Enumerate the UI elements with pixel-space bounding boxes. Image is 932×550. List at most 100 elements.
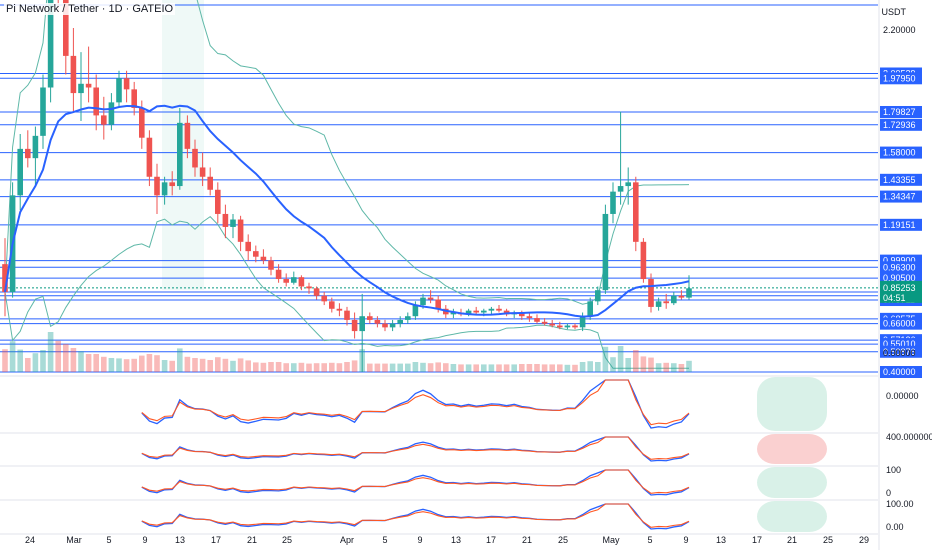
volume-bar	[222, 358, 229, 372]
candle-body	[389, 323, 396, 328]
candle-body	[283, 279, 289, 283]
indicator-line-fast	[141, 436, 690, 462]
volume-bar	[374, 363, 381, 372]
time-axis-label: 21	[247, 535, 257, 545]
candle-body	[648, 279, 654, 307]
level-label: 0.55010	[883, 339, 916, 349]
candle-body	[465, 310, 472, 315]
candle-body	[298, 277, 305, 287]
level-badge	[880, 317, 922, 330]
volume-bar	[230, 360, 236, 372]
band-highlight	[162, 0, 204, 290]
level-label: 1.43355	[883, 175, 916, 185]
time-axis-label: Apr	[340, 535, 354, 545]
volume-bar	[541, 364, 548, 372]
time-axis-label: 17	[486, 535, 496, 545]
level-badge	[880, 72, 922, 85]
level-badge	[880, 218, 922, 231]
lower-band	[4, 215, 689, 369]
candle-body	[260, 256, 267, 261]
level-label: 1.72936	[883, 120, 916, 130]
candle-body	[473, 310, 479, 313]
time-axis-label: 17	[211, 535, 221, 545]
volume-bar	[108, 358, 115, 372]
volume-bar	[169, 360, 175, 372]
price-axis-label: 0.00000	[883, 348, 916, 358]
volume-bar	[389, 363, 396, 372]
volume-bar	[283, 363, 289, 372]
chart-title: Pi Network / Tether · 1D · GATEIO	[4, 3, 176, 15]
volume-bar	[40, 350, 46, 372]
candle-body	[131, 89, 137, 108]
volume-bar	[564, 364, 571, 372]
candle-body	[154, 176, 160, 196]
volume-bar	[47, 332, 54, 372]
volume-bar	[382, 363, 388, 372]
volume-bar	[435, 362, 441, 372]
volume-bar	[260, 362, 267, 372]
candle-body	[427, 297, 434, 300]
time-axis-label: 29	[859, 535, 869, 545]
volume-bar	[511, 364, 517, 372]
candle-body	[367, 316, 373, 320]
indicator-line-slow	[141, 469, 690, 494]
candle-body	[321, 295, 327, 302]
candle-body	[275, 269, 282, 280]
candle-body	[397, 319, 403, 324]
time-axis-label: 5	[382, 535, 387, 545]
candle-body	[93, 87, 99, 116]
candle-body	[678, 295, 685, 298]
price-axis-label: 2.20000	[883, 25, 916, 35]
level-label: 0.50876	[883, 347, 916, 357]
volume-bar	[648, 357, 654, 372]
time-axis-label: May	[602, 535, 620, 545]
candle-body	[184, 122, 191, 149]
candle-body	[435, 299, 441, 309]
volume-bar	[655, 363, 662, 372]
candle-body	[139, 107, 145, 138]
level-badge	[880, 190, 922, 203]
volume-bar	[275, 362, 282, 372]
level-badge	[880, 105, 922, 118]
level-label: 0.90500	[883, 273, 916, 283]
indicator-axis-label: 100	[886, 465, 901, 475]
volume-bar	[131, 358, 137, 372]
volume-bar	[306, 363, 312, 372]
candle-body	[671, 295, 677, 304]
candle-body	[192, 148, 198, 168]
candle-body	[640, 241, 647, 280]
candle-body	[336, 308, 343, 311]
candle-body	[610, 191, 616, 214]
upper-band	[4, 0, 690, 305]
time-axis-label: 17	[752, 535, 762, 545]
candle-body	[123, 78, 130, 90]
indicator-zone	[757, 377, 827, 431]
volume-bar	[678, 364, 685, 372]
level-badge	[880, 261, 922, 274]
candle-body	[617, 186, 624, 192]
indicator-axis-label: 400.000000	[886, 432, 932, 442]
candle-body	[313, 288, 320, 296]
volume-bar	[367, 363, 373, 372]
indicator-line-fast	[141, 469, 690, 496]
candle-body	[382, 323, 388, 328]
candle-body	[63, 0, 69, 56]
candle-body	[245, 241, 251, 252]
candle-body	[344, 310, 350, 320]
indicator-axis-label: 100.00	[886, 499, 914, 509]
volume-bar	[215, 357, 221, 372]
indicator-line-fast	[141, 379, 690, 429]
volume-bar	[313, 363, 320, 372]
time-axis-label: 5	[106, 535, 111, 545]
candle-body	[85, 83, 92, 88]
candle-body	[359, 316, 365, 332]
volume-bar	[640, 356, 647, 372]
volume-bar	[184, 356, 191, 372]
candle-body	[450, 312, 457, 315]
volume-bar	[32, 353, 39, 372]
candle-body	[253, 251, 259, 257]
time-axis-label: 25	[823, 535, 833, 545]
volume-bar	[595, 362, 601, 372]
volume-bar	[161, 360, 168, 372]
